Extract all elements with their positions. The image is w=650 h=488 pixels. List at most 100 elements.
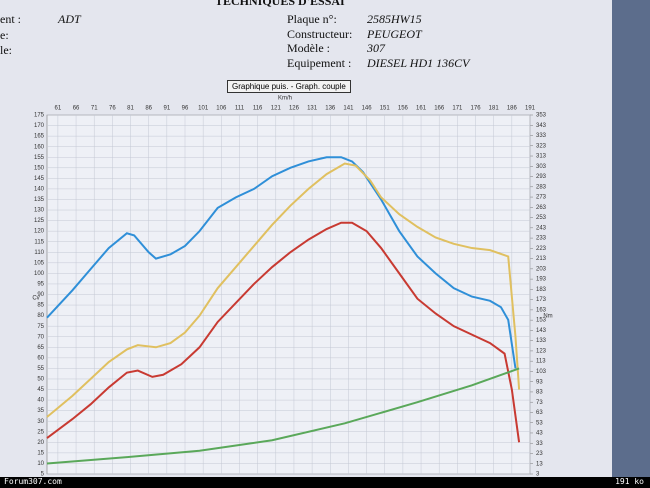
footer-site: Forum307.com (4, 477, 62, 486)
header-title: TECHNIQUES D'ESSAI (215, 0, 345, 8)
y2-tick-label: 213 (536, 256, 547, 262)
field-value: ADT (58, 12, 81, 26)
y-tick-label: 5 (41, 472, 45, 477)
y2-tick-label: 323 (536, 143, 547, 149)
y-tick-label: 70 (37, 334, 44, 340)
x-tick-label: 86 (145, 106, 152, 112)
y-tick-label: 165 (34, 134, 45, 140)
y2-tick-label: 153 (536, 318, 547, 324)
field-label: Modèle : (287, 41, 330, 55)
field-label: le: (0, 43, 12, 57)
y2-tick-label: 63 (536, 410, 543, 416)
data-line (46, 221, 521, 443)
y-tick-label: 120 (34, 229, 45, 235)
y-tick-label: 150 (34, 165, 45, 171)
field-value: PEUGEOT (367, 27, 422, 41)
y2-tick-label: 283 (536, 184, 547, 190)
x-tick-label: 81 (127, 106, 134, 112)
y2-tick-label: 273 (536, 195, 547, 201)
chart: Km/h Cv Nm 5 10 15 20 25 30 35 40 45 50 55 60 65 70 75… (32, 96, 552, 477)
field-value: 307 (367, 41, 385, 55)
x-tick-label: 111 (235, 106, 245, 112)
y-tick-label: 105 (34, 260, 45, 266)
y2-tick-label: 313 (536, 154, 547, 160)
y2-tick-label: 233 (536, 236, 547, 242)
x-tick-label: 131 (307, 106, 318, 112)
y2-tick-label: 333 (536, 133, 547, 139)
y-tick-label: 15 (37, 450, 44, 456)
y-tick-label: 50 (37, 377, 44, 383)
footer-size: 191 ko (615, 477, 644, 486)
y2-tick-label: 113 (536, 359, 546, 365)
y2-tick-label: 103 (536, 369, 547, 375)
x-tick-label: 136 (325, 106, 336, 112)
y-tick-label: 160 (34, 144, 45, 150)
y2-tick-label: 223 (536, 246, 547, 252)
y-tick-label: 90 (37, 292, 44, 298)
y2-tick-label: 13 (536, 461, 543, 467)
x-tick-label: 181 (489, 106, 500, 112)
field-label: ent : (0, 12, 21, 26)
y-tick-label: 100 (34, 271, 45, 277)
y2-tick-label: 183 (536, 287, 547, 293)
tab-button[interactable]: Graphique puis. - Graph. couple (227, 80, 351, 93)
y-tick-label: 125 (34, 218, 45, 224)
data-line (46, 367, 520, 465)
y2-tick-label: 193 (536, 277, 547, 283)
x-tick-label: 161 (416, 106, 427, 112)
y-tick-label: 45 (37, 387, 44, 393)
y-tick-label: 140 (34, 186, 45, 192)
x-tick-label: 191 (525, 106, 536, 112)
x-tick-label: 171 (452, 106, 463, 112)
y2-tick-label: 163 (536, 307, 547, 313)
y-tick-label: 60 (37, 355, 44, 361)
field-value: DIESEL HD1 136CV (367, 56, 470, 70)
x-tick-label: 121 (271, 106, 282, 112)
field-value: 2585HW15 (367, 12, 422, 26)
y-tick-label: 80 (37, 313, 44, 319)
y2-tick-label: 83 (536, 390, 543, 396)
data-line (46, 156, 517, 369)
y2-tick-label: 93 (536, 379, 543, 385)
y-tick-label: 35 (37, 408, 44, 414)
field-label: Constructeur: (287, 27, 353, 41)
x-tick-label: 176 (471, 106, 482, 112)
x-tick-label: 141 (343, 106, 354, 112)
y2-tick-label: 143 (536, 328, 547, 334)
x-tick-label: 106 (216, 106, 227, 112)
y-tick-label: 10 (37, 461, 44, 467)
y-tick-label: 40 (37, 398, 44, 404)
x-tick-label: 116 (253, 106, 263, 112)
y-tick-label: 155 (34, 155, 45, 161)
x-tick-label: 151 (380, 106, 391, 112)
y2-tick-label: 53 (536, 420, 543, 426)
y-tick-label: 30 (37, 419, 44, 425)
field-label: e: (0, 28, 9, 42)
y-tick-label: 170 (34, 123, 45, 129)
y2-tick-label: 133 (536, 338, 547, 344)
y2-tick-label: 173 (536, 297, 547, 303)
y-tick-label: 145 (34, 176, 45, 182)
x-tick-label: 91 (163, 106, 170, 112)
y-tick-label: 55 (37, 366, 44, 372)
y-tick-label: 65 (37, 345, 44, 351)
y2-tick-label: 253 (536, 215, 547, 221)
y2-tick-label: 43 (536, 431, 543, 437)
y-tick-label: 75 (37, 324, 44, 330)
x-tick-label: 96 (182, 106, 189, 112)
y2-axis-label: Nm (543, 314, 552, 320)
y-tick-label: 85 (37, 303, 44, 309)
x-tick-label: 166 (434, 106, 445, 112)
y-tick-label: 25 (37, 429, 44, 435)
y2-tick-label: 23 (536, 451, 543, 457)
y-tick-label: 130 (34, 208, 45, 214)
y-tick-label: 110 (34, 250, 44, 256)
y2-tick-label: 263 (536, 205, 547, 211)
y2-tick-label: 203 (536, 266, 547, 272)
x-tick-label: 156 (398, 106, 409, 112)
field-label: Equipement : (287, 56, 352, 70)
x-axis-label: Km/h (278, 96, 292, 102)
y2-tick-label: 3 (536, 472, 540, 477)
x-tick-label: 126 (289, 106, 300, 112)
